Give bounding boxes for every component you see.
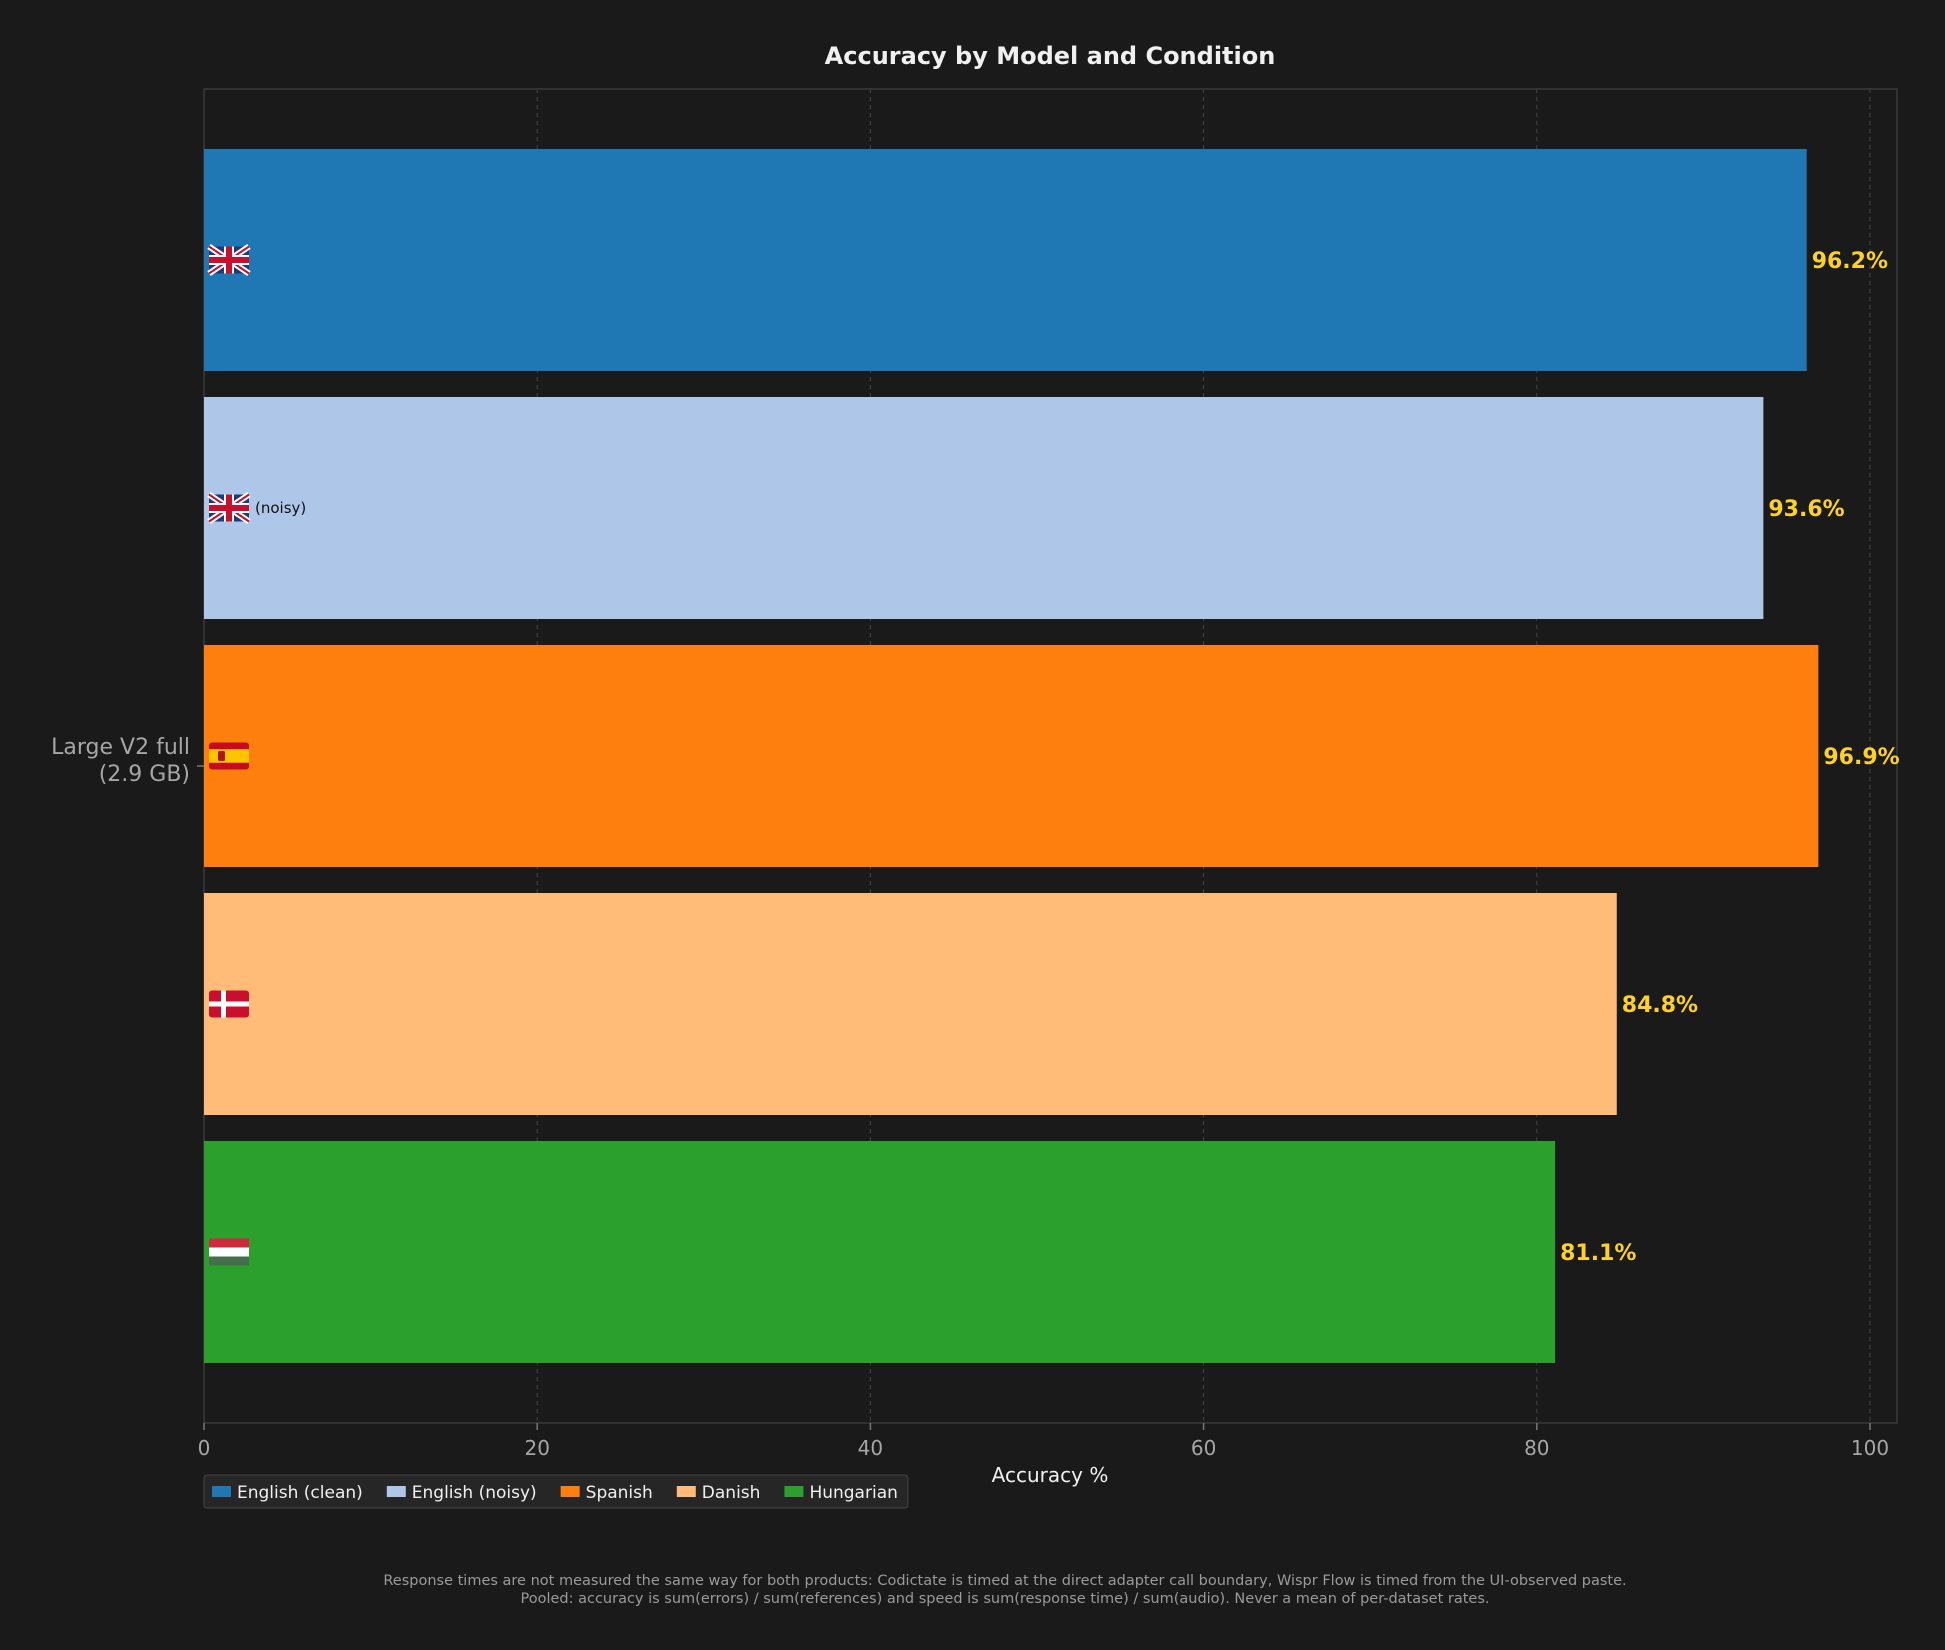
footnote-line-1: Response times are not measured the same… (383, 1573, 1626, 1589)
bar-group-danish: 84.8% (204, 893, 1698, 1115)
value-label-english-noisy: 93.6% (1768, 497, 1844, 522)
legend-swatch-english-noisy (386, 1486, 406, 1497)
bars: 96.2% (noisy) 93.6% 96.9% 84.8% 81.1% (197, 149, 1900, 1363)
bar-danish (204, 893, 1617, 1115)
bar-english-noisy (204, 397, 1764, 619)
value-label-spanish: 96.9% (1823, 745, 1899, 770)
legend-label-english-clean: English (clean) (237, 1483, 363, 1503)
legend-item-english-clean: English (clean) (212, 1483, 363, 1503)
bar-spanish (204, 645, 1819, 867)
hungary-flag (209, 1238, 249, 1266)
x-tick-label-80: 80 (1524, 1436, 1549, 1460)
legend-swatch-spanish (560, 1486, 580, 1497)
legend-label-english-noisy: English (noisy) (412, 1483, 537, 1503)
denmark-flag (209, 990, 249, 1018)
legend-item-hungarian: Hungarian (784, 1483, 898, 1503)
uk-flag (207, 244, 251, 276)
legend-item-danish: Danish (676, 1483, 761, 1503)
bar-suffix-english-noisy: (noisy) (255, 499, 306, 517)
x-tick-label-0: 0 (198, 1436, 211, 1460)
bar-group-hungarian: 81.1% (204, 1141, 1636, 1363)
chart-title: Accuracy by Model and Condition (825, 42, 1276, 70)
x-tick-label-40: 40 (858, 1436, 883, 1460)
value-label-hungarian: 81.1% (1560, 1241, 1636, 1266)
legend-swatch-hungarian (784, 1486, 804, 1497)
legend-item-spanish: Spanish (560, 1483, 653, 1503)
x-axis-label: Accuracy % (992, 1463, 1109, 1487)
legend-label-spanish: Spanish (586, 1483, 653, 1503)
legend-swatch-english-clean (212, 1486, 231, 1497)
legend-item-english-noisy: English (noisy) (386, 1483, 537, 1503)
legend-label-hungarian: Hungarian (809, 1483, 897, 1503)
bar-group-english-clean: 96.2% (204, 149, 1888, 371)
y-category-label: Large V2 full (2.9 GB) (51, 735, 190, 787)
value-label-english-clean: 96.2% (1812, 249, 1888, 274)
legend-swatch-danish (676, 1486, 696, 1497)
bar-group-spanish: 96.9% (204, 645, 1900, 867)
bar-english-clean (204, 149, 1807, 371)
legend-label-danish: Danish (702, 1483, 761, 1503)
x-tick-label-20: 20 (524, 1436, 549, 1460)
legend-box (203, 1474, 909, 1509)
x-axis-ticks: 0 20 40 60 80 100 (198, 1423, 1889, 1460)
bar-group-english-noisy: (noisy) 93.6% (204, 397, 1845, 619)
footnote-line-2: Pooled: accuracy is sum(errors) / sum(re… (520, 1591, 1489, 1607)
value-label-danish: 84.8% (1622, 993, 1698, 1018)
uk-flag (207, 492, 251, 524)
x-tick-label-100: 100 (1851, 1436, 1889, 1460)
spain-flag (209, 742, 249, 770)
bar-hungarian (204, 1141, 1556, 1363)
x-tick-label-60: 60 (1191, 1436, 1216, 1460)
legend: English (clean) English (noisy) Spanish Dan… (203, 1474, 909, 1509)
